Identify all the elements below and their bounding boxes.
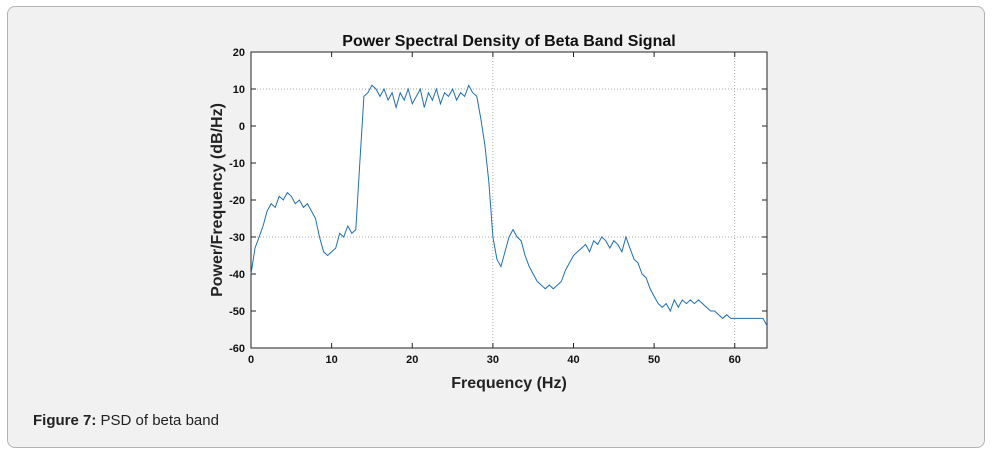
- y-tick-label: -40: [229, 269, 245, 281]
- chart-title: Power Spectral Density of Beta Band Sign…: [342, 33, 675, 50]
- y-tick-label: 10: [233, 84, 245, 96]
- y-axis-label: Power/Frequency (dB/Hz): [209, 103, 226, 297]
- y-tick-label: 20: [233, 47, 245, 59]
- psd-series-line: [250, 84, 768, 327]
- plot-area: [250, 51, 768, 349]
- y-tick-label: -30: [229, 232, 245, 244]
- x-tick-label: 10: [326, 354, 338, 366]
- y-tick-label: -10: [229, 158, 245, 170]
- x-tick-label: 50: [648, 354, 660, 366]
- x-tick-label: 0: [248, 354, 254, 366]
- x-tick-label: 40: [567, 354, 579, 366]
- x-axis-label: Frequency (Hz): [451, 375, 567, 392]
- caption-text: PSD of beta band: [100, 412, 219, 429]
- y-tick-label: -60: [229, 343, 245, 355]
- figure-caption: Figure 7: PSD of beta band: [33, 412, 219, 429]
- x-tick-label: 20: [406, 354, 418, 366]
- axis-ticks: 0 10 20 30 40 50 60 20 10 0 -10 -20 -30 -40 -50 -60: [229, 47, 767, 366]
- caption-label: Figure 7:: [33, 412, 97, 429]
- x-tick-label: 30: [487, 354, 499, 366]
- x-tick-label: 60: [729, 354, 741, 366]
- y-tick-label: -50: [229, 306, 245, 318]
- y-tick-label: 0: [239, 121, 245, 133]
- y-tick-label: -20: [229, 195, 245, 207]
